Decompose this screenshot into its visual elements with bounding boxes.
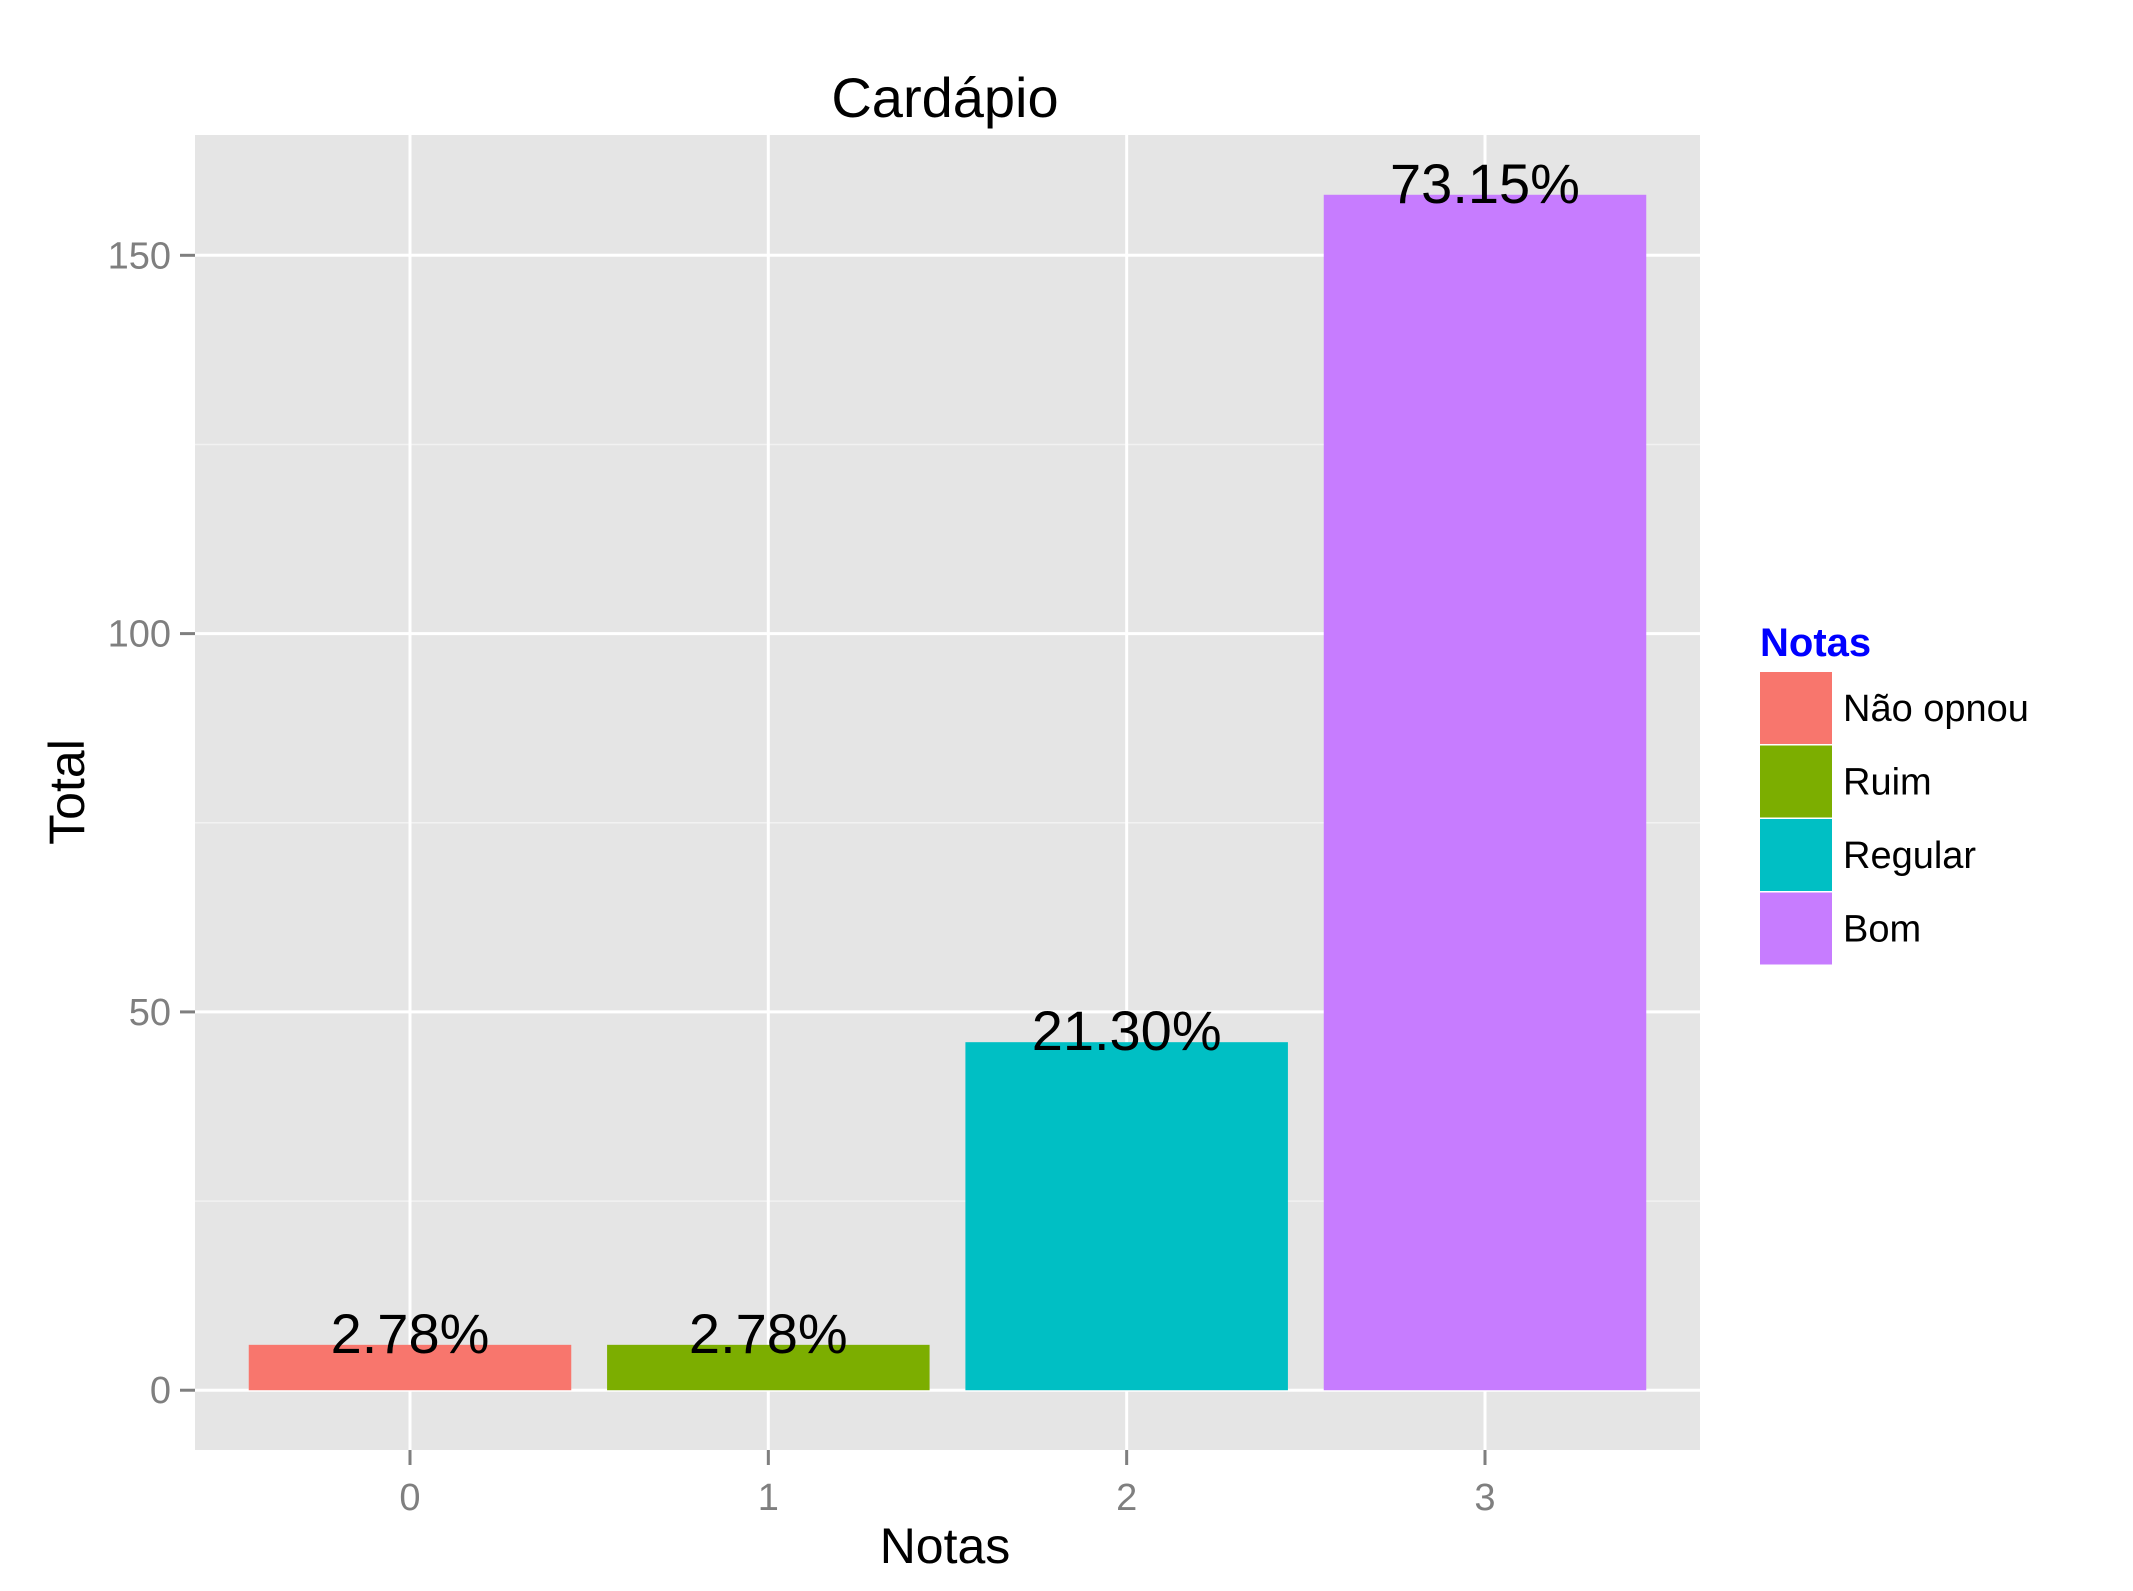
bar-labels: 2.78% 2.78% 21.30% 73.15% [331,152,1580,1365]
legend-label: Não opnou [1843,688,2029,730]
x-tick-label: 3 [1474,1477,1495,1519]
bar-label-1: 2.78% [689,1302,848,1365]
bar-label-2: 21.30% [1032,999,1222,1062]
y-tick-label: 150 [108,235,171,277]
legend: Notas Não opnou Ruim Regular Bom [1760,621,2029,965]
legend-key-2 [1760,819,1832,891]
legend-label: Bom [1843,909,1921,951]
y-axis-label: Total [39,739,95,845]
bars [248,194,1647,1391]
legend-title: Notas [1760,621,1871,665]
bar-3 [1323,194,1647,1391]
legend-key-0 [1760,672,1832,744]
legend-key-1 [1760,745,1832,818]
legend-label: Ruim [1843,762,1932,804]
legend-label: Regular [1843,835,1976,877]
x-axis-label: Notas [880,1518,1011,1574]
x-tick-label: 2 [1116,1477,1137,1519]
bar-label-3: 73.15% [1390,152,1580,215]
bar-0 [248,1344,572,1391]
chart-title: Cardápio [831,66,1058,129]
x-tick-label: 1 [758,1477,779,1519]
legend-key-3 [1760,892,1832,965]
y-tick-label: 0 [150,1370,171,1412]
y-tick-label: 50 [129,992,171,1034]
legend-items: Não opnou Ruim Regular Bom [1760,672,2029,965]
y-axis: 0 50 100 150 [108,235,195,1412]
bar-1 [607,1344,930,1391]
bar-2 [965,1042,1288,1391]
bar-label-0: 2.78% [331,1302,490,1365]
y-tick-label: 100 [108,614,171,656]
x-axis: 0 1 2 3 [399,1450,1496,1519]
x-tick-label: 0 [399,1477,420,1519]
